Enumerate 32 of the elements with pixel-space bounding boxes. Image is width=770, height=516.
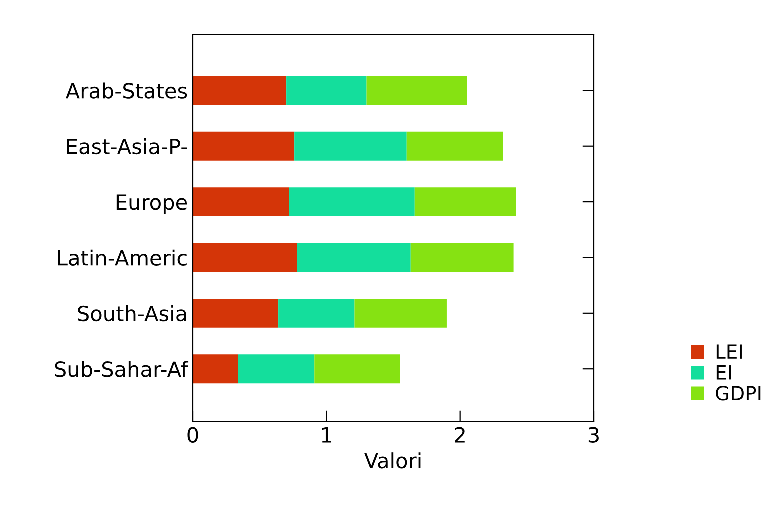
- x-tick-label: 1: [322, 428, 332, 443]
- bar: [297, 243, 411, 272]
- bar: [366, 76, 468, 106]
- bar: [410, 243, 514, 272]
- y-tick-label: Arab-States: [66, 82, 188, 99]
- bar: [193, 188, 290, 217]
- y-tick-label: Europe: [116, 194, 188, 214]
- bar: [193, 132, 295, 161]
- legend-label: EI: [716, 366, 732, 380]
- bar: [286, 76, 367, 106]
- bar: [314, 354, 400, 384]
- bar: [406, 132, 504, 161]
- y-tick-label: Latin-Americ: [58, 250, 187, 266]
- legend-label: LEI: [716, 344, 742, 359]
- bar: [354, 298, 447, 328]
- bar: [294, 132, 407, 161]
- bar: [193, 243, 298, 272]
- bar: [278, 298, 355, 328]
- bar: [289, 188, 415, 217]
- y-tick-label: Sub-Sahar-Af: [55, 361, 189, 378]
- bar: [414, 188, 516, 217]
- bar: [193, 354, 238, 384]
- x-tick-label: 3: [588, 427, 599, 443]
- legend-label: GDPI: [716, 386, 761, 401]
- x-axis-title: Valori: [364, 452, 421, 469]
- y-tick-label: East-Asia-P-: [67, 138, 188, 155]
- x-tick-label: 0: [188, 427, 198, 443]
- bar: [238, 354, 315, 384]
- y-tick-label: South-Asia: [78, 306, 186, 322]
- bar: [193, 298, 279, 328]
- x-tick-label: 2: [455, 427, 465, 443]
- bar: [193, 76, 287, 106]
